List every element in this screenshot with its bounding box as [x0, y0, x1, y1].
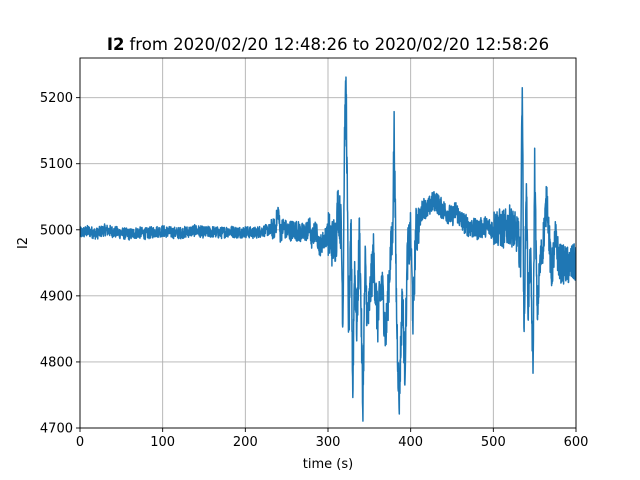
y-tick-label: 4900	[40, 289, 73, 304]
chart-title-rest: from 2020/02/20 12:48:26 to 2020/02/20 1…	[130, 35, 550, 54]
x-tick-label: 500	[481, 435, 506, 450]
chart-title: I2 from 2020/02/20 12:48:26 to 2020/02/20…	[107, 35, 549, 54]
x-tick-label: 200	[233, 435, 258, 450]
y-axis-ticks: 4700 4800 4900 5000 5100 5200	[40, 91, 80, 437]
y-axis-label: I2	[16, 237, 31, 249]
y-tick-label: 5200	[40, 91, 73, 106]
y-tick-label: 5100	[40, 157, 73, 172]
x-tick-label: 100	[150, 435, 175, 450]
series-line	[80, 76, 576, 422]
x-tick-label: 0	[76, 435, 84, 450]
x-tick-label: 300	[316, 435, 341, 450]
x-tick-label: 600	[564, 435, 589, 450]
y-tick-label: 4800	[40, 355, 73, 370]
x-axis-ticks: 0 100 200 300 400 500 600	[76, 428, 589, 450]
y-tick-label: 5000	[40, 223, 73, 238]
x-tick-label: 400	[398, 435, 423, 450]
x-axis-label: time (s)	[303, 457, 353, 472]
plot-area	[80, 76, 576, 422]
chart-title-bold: I2	[107, 35, 125, 54]
y-tick-label: 4700	[40, 422, 73, 437]
